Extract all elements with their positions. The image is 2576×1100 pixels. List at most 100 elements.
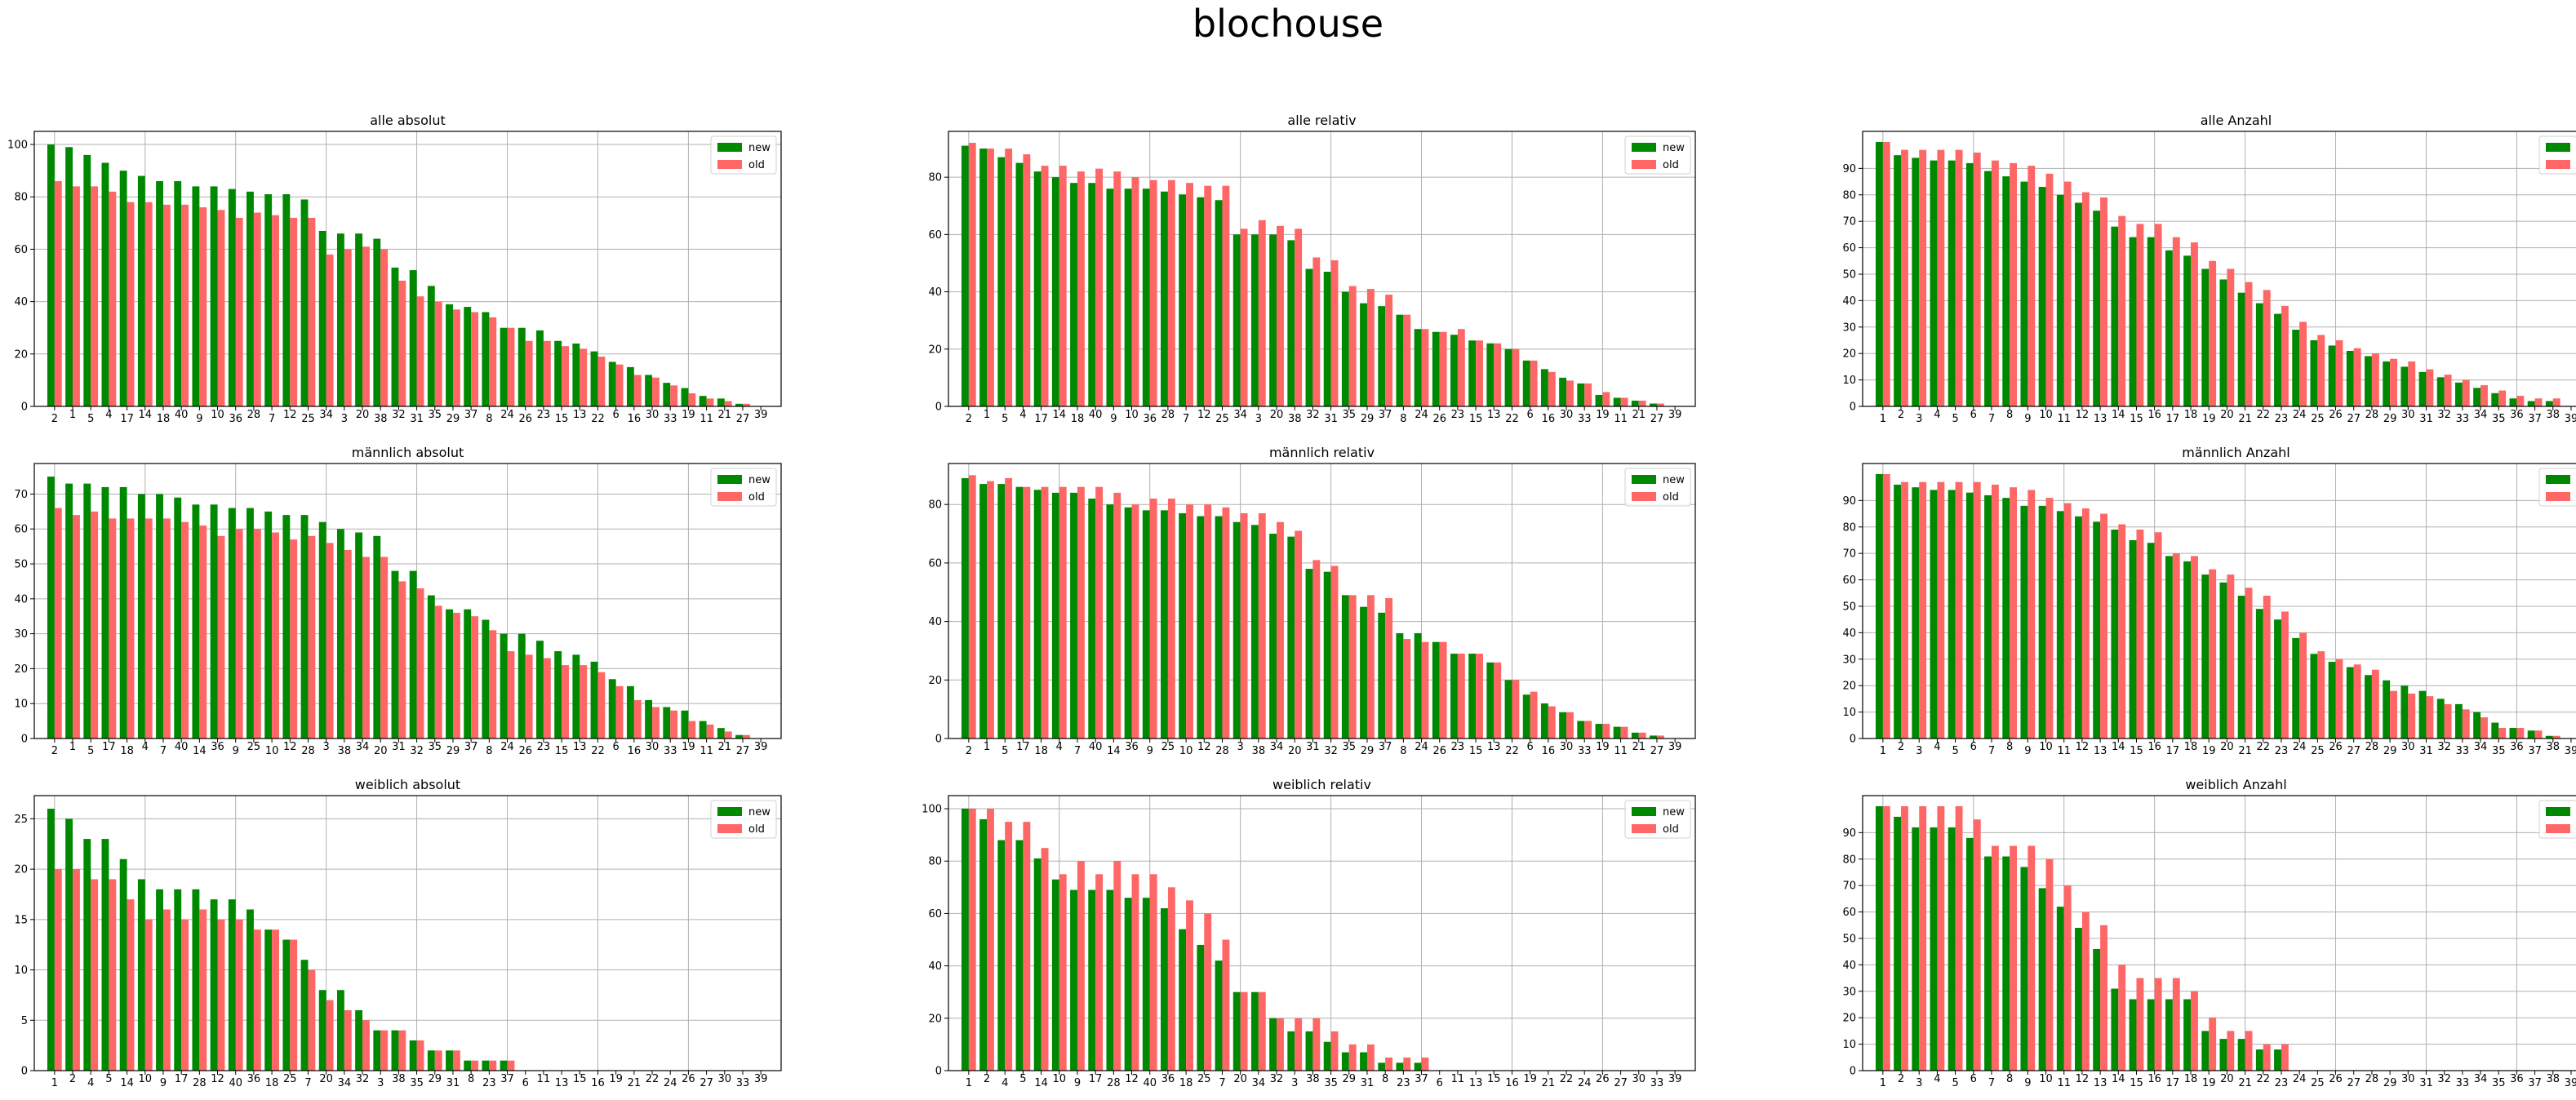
- bar-new: [997, 840, 1006, 1071]
- x-tick-label: 1: [1880, 1077, 1886, 1089]
- x-tick-label: 24: [664, 1077, 677, 1089]
- bar-new: [47, 144, 55, 407]
- bar-old: [525, 654, 533, 739]
- y-tick-label: 70: [1842, 548, 1856, 561]
- bar-new: [1015, 840, 1024, 1071]
- bar-new: [1033, 858, 1042, 1071]
- bar-old: [162, 909, 171, 1071]
- bar-old: [272, 929, 279, 1071]
- bar-new: [608, 679, 616, 739]
- bar-old: [652, 707, 660, 739]
- bar-new: [409, 270, 417, 406]
- x-tick-label: 4: [1056, 741, 1063, 753]
- bar-old: [54, 869, 62, 1071]
- x-tick-label: 38: [338, 745, 352, 757]
- x-tick-label: 18: [120, 745, 134, 757]
- x-tick-label: 29: [1361, 413, 1375, 425]
- bar-new: [2436, 377, 2445, 406]
- x-tick-label: 22: [591, 413, 605, 425]
- axes-frame: [1862, 131, 2576, 407]
- subplot-title: alle relativ: [1287, 113, 1356, 128]
- x-tick-label: 30: [2401, 741, 2415, 753]
- bar-new: [1486, 343, 1495, 406]
- bar-old: [1530, 360, 1538, 406]
- subplot-title: weiblich relativ: [1272, 777, 1371, 792]
- bar-old: [1258, 512, 1266, 739]
- bar-old: [1167, 180, 1175, 407]
- x-tick-label: 39: [2565, 1077, 2576, 1089]
- bar-old: [1919, 805, 1927, 1071]
- x-tick-label: 39: [1668, 409, 1682, 421]
- y-tick-label: 40: [1842, 960, 1856, 972]
- bar-old: [1882, 473, 1890, 739]
- bar-new: [2093, 521, 2101, 739]
- bar-new: [1106, 889, 1114, 1071]
- y-tick-label: 5: [21, 1015, 28, 1027]
- bar-old: [471, 1060, 479, 1071]
- bar-new: [1341, 291, 1349, 406]
- x-tick-label: 22: [1505, 413, 1519, 425]
- bar-new: [228, 189, 236, 406]
- x-tick-label: 23: [2275, 413, 2289, 425]
- bar-new: [482, 1060, 490, 1071]
- bar-old: [1295, 1018, 1303, 1071]
- x-tick-label: 38: [2547, 741, 2560, 753]
- bar-new: [2038, 505, 2046, 739]
- legend-label-new: new: [748, 474, 771, 486]
- x-tick-label: 17: [1034, 413, 1048, 425]
- bar-old: [1973, 152, 1981, 406]
- y-tick-label: 50: [1842, 268, 1856, 281]
- bar-old: [434, 605, 442, 739]
- y-tick-label: 0: [21, 734, 28, 746]
- x-tick-label: 19: [609, 1073, 623, 1085]
- x-tick-label: 30: [718, 1073, 732, 1085]
- x-tick-label: 5: [1002, 413, 1008, 425]
- bar-new: [282, 515, 291, 739]
- x-tick-label: 7: [1183, 413, 1189, 425]
- x-tick-label: 15: [1469, 413, 1483, 425]
- x-tick-label: 3: [1291, 1077, 1298, 1089]
- x-tick-label: 6: [1437, 1077, 1443, 1089]
- bar-old: [1240, 228, 1248, 406]
- x-tick-label: 38: [2547, 409, 2560, 421]
- bar-old: [525, 340, 533, 406]
- bar-old: [1240, 512, 1248, 739]
- legend-swatch-old: [2546, 824, 2570, 833]
- bar-new: [174, 497, 182, 739]
- x-tick-label: 36: [247, 1073, 261, 1085]
- bar-old: [362, 246, 370, 406]
- x-tick-label: 38: [1306, 1073, 1320, 1085]
- bar-new: [1912, 827, 1920, 1071]
- bar-old: [452, 309, 460, 406]
- bar-old: [91, 186, 99, 406]
- x-tick-label: 13: [2094, 413, 2107, 425]
- bar-old: [1167, 887, 1175, 1071]
- x-tick-label: 38: [374, 413, 388, 425]
- subplot: 2 1 5 17 18 4 7 40 14 36 9 25 10 12 28 3 38 34 20 31 32 35 29 3…: [928, 445, 1696, 757]
- bar-old: [1385, 295, 1393, 406]
- x-tick-label: 35: [429, 409, 442, 421]
- x-tick-label: 37: [2528, 745, 2542, 757]
- x-tick-label: 36: [2510, 741, 2524, 753]
- bar-new: [1269, 1018, 1277, 1071]
- bar-new: [2237, 596, 2245, 739]
- bar-new: [1613, 726, 1621, 739]
- bar-old: [362, 1020, 370, 1071]
- x-tick-label: 13: [573, 409, 587, 421]
- x-tick-label: 2: [984, 1073, 990, 1085]
- x-tick-label: 5: [1019, 1073, 1026, 1085]
- bar-new: [1577, 721, 1585, 739]
- bar-new: [1522, 360, 1530, 406]
- x-tick-label: 27: [736, 413, 750, 425]
- y-tick-label: 0: [1850, 1066, 1856, 1078]
- x-tick-label: 4: [105, 409, 112, 421]
- bar-old: [2534, 730, 2543, 739]
- bar-new: [997, 157, 1006, 406]
- bar-new: [2075, 928, 2082, 1071]
- x-tick-label: 6: [522, 1077, 529, 1089]
- bar-old: [1295, 530, 1303, 739]
- x-tick-label: 28: [1215, 745, 1229, 757]
- bar-new: [997, 484, 1006, 739]
- x-tick-label: 26: [518, 413, 532, 425]
